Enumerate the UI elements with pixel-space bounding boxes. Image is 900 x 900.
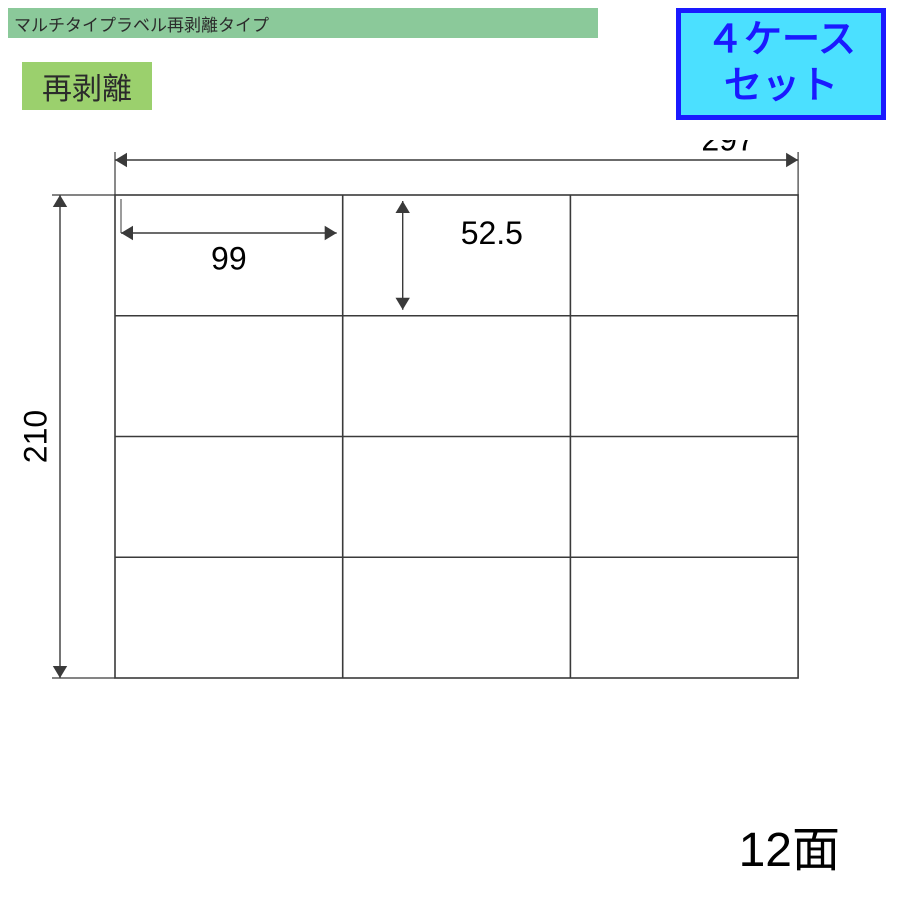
face-count-label: 12面	[739, 810, 840, 880]
svg-text:52.5: 52.5	[461, 215, 523, 251]
svg-text:99: 99	[211, 240, 247, 276]
header-bar: マルチタイプラベル再剥離タイプ	[8, 8, 598, 38]
badge-case-set: ４ケース セット	[676, 8, 886, 120]
header-title: マルチタイプラベル再剥離タイプ	[14, 11, 269, 36]
badge-removable: 再剥離	[22, 62, 152, 110]
face-count-text: 12面	[739, 824, 840, 877]
badge-case-line2: セット	[724, 64, 838, 110]
badge-case-line1: ４ケース	[706, 18, 856, 64]
badge-removable-label: 再剥離	[42, 64, 132, 108]
diagram-svg: 297 210 99 52.5	[20, 140, 880, 830]
label-sheet-diagram: 297 210 99 52.5	[20, 140, 880, 830]
svg-text:297: 297	[701, 140, 754, 157]
svg-text:210: 210	[20, 410, 53, 463]
